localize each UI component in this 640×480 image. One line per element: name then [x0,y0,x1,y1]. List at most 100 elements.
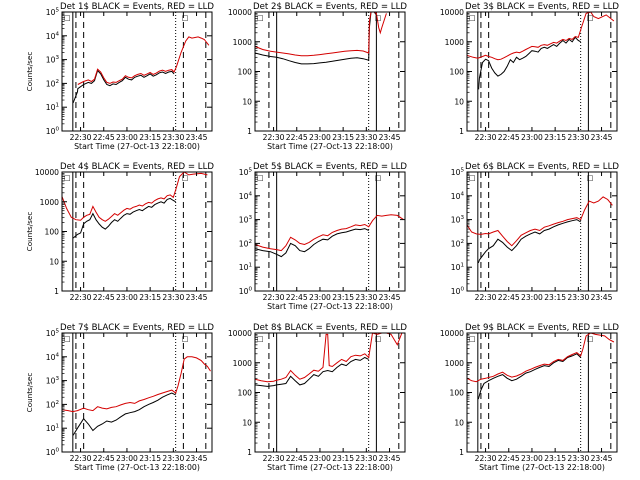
chart-title: Det 8$ BLACK = Events, RED = LLD [253,323,407,333]
chart-panel-4: Det 4$ BLACK = Events, RED = LLD□ □22:30 2… [25,162,214,302]
corner-mark: □ [375,335,382,343]
chart-title: Det 6$ BLACK = Events, RED = LLD [465,162,619,172]
plot-frame [466,11,618,132]
chart-panel-1: Det 1$ BLACK = Events, RED = LLD□ □22:30 2… [25,2,214,151]
x-tick-label: 22:45 [93,454,115,463]
x-axis-label: Start Time (27-Oct-13 22:18:00) [74,463,200,472]
series-line-lld [467,196,613,247]
chart-panel-7: Det 7$ BLACK = Events, RED = LLD□ □22:30 2… [25,323,214,472]
series-line-events [72,392,176,436]
y-tick-label: 10 [454,418,464,427]
y-tick-label: 105 [46,329,60,339]
corner-mark: □ [587,335,594,343]
corner-mark: □ [64,14,71,22]
x-tick-label: 22:30 [263,454,285,463]
y-tick-label: 1000 [233,38,252,47]
y-tick-label: 102 [239,239,252,249]
y-tick-label: 103 [451,215,465,225]
y-tick-label: 101 [46,424,60,434]
x-tick-label: 22:30 [475,293,497,302]
x-tick-label: 23:30 [567,454,589,463]
series-line-lld [255,12,387,57]
y-tick-label: 1 [247,127,252,136]
y-tick-label: 100 [46,127,60,137]
x-tick-label: 23:45 [591,293,613,302]
y-tick-label: 100 [450,68,465,77]
x-tick-label: 23:45 [591,454,613,463]
x-tick-label: 23:30 [162,133,184,142]
corner-mark: □ [469,335,476,343]
plot-frame [466,332,618,453]
y-tick-label: 103 [46,55,60,65]
corner-mark: □ [182,335,189,343]
y-axis-label: Counts/sec [25,373,34,413]
x-tick-label: 22:45 [498,133,520,142]
x-tick-label: 22:45 [286,454,308,463]
y-tick-label: 104 [451,191,465,201]
y-tick-label: 10000 [440,329,464,338]
y-tick-label: 1 [54,287,59,296]
x-tick-label: 23:30 [162,293,184,302]
x-tick-label: 22:30 [70,133,92,142]
corner-mark: □ [375,14,382,22]
y-tick-label: 1000 [445,359,464,368]
y-tick-label: 1000 [233,359,252,368]
y-tick-label: 101 [451,263,465,273]
x-tick-label: 23:45 [186,293,208,302]
y-tick-label: 105 [451,168,465,178]
chart-panel-5: Det 5$ BLACK = Events, RED = LLD□ □22:30 2… [239,162,408,311]
x-tick-label: 22:30 [263,293,285,302]
x-tick-label: 23:00 [116,133,138,142]
y-tick-label: 102 [46,79,59,89]
x-tick-label: 23:30 [567,293,589,302]
series-line-lld [77,36,210,85]
x-tick-label: 23:30 [162,454,184,463]
x-tick-label: 22:45 [498,454,520,463]
y-tick-label: 1000 [40,198,59,207]
series-line-lld [62,356,211,413]
y-tick-label: 104 [239,191,253,201]
y-tick-label: 1000 [445,38,464,47]
y-tick-label: 103 [239,215,253,225]
plot-frame [61,11,213,132]
x-tick-label: 23:00 [521,293,543,302]
x-tick-label: 23:00 [116,293,138,302]
plot-frame [61,332,213,453]
chart-panel-8: Det 8$ BLACK = Events, RED = LLD□ □22:30 2… [228,323,408,472]
x-tick-label: 23:00 [309,133,331,142]
x-tick-label: 23:30 [355,293,377,302]
plot-frame [61,171,213,292]
x-tick-label: 23:00 [521,454,543,463]
chart-panel-6: Det 6$ BLACK = Events, RED = LLD□ □22:30 2… [451,162,620,302]
y-tick-label: 102 [451,239,464,249]
y-tick-label: 104 [46,31,60,41]
series-line-lld [467,12,615,61]
x-axis-label: Start Time (27-Oct-13 22:18:00) [74,142,200,151]
series-line-events [478,36,581,90]
x-tick-label: 23:15 [332,454,354,463]
plot-frame [254,332,406,453]
y-tick-label: 1 [459,448,464,457]
y-tick-label: 10000 [228,329,252,338]
chart-title: Det 5$ BLACK = Events, RED = LLD [253,162,407,172]
x-tick-label: 23:15 [544,454,566,463]
x-axis-label: Start Time (27-Oct-13 22:18:00) [267,463,393,472]
x-tick-label: 22:30 [475,133,497,142]
series-line-events [477,219,581,264]
x-tick-label: 23:45 [186,133,208,142]
x-tick-label: 22:30 [70,454,92,463]
x-tick-label: 23:15 [139,293,161,302]
y-tick-label: 100 [451,287,465,297]
y-tick-label: 100 [239,287,253,297]
y-tick-label: 100 [46,448,60,458]
corner-mark: □ [64,335,71,343]
x-tick-label: 23:15 [139,454,161,463]
chart-title: Det 2$ BLACK = Events, RED = LLD [253,2,407,12]
x-tick-label: 23:45 [379,293,401,302]
chart-title: Det 9$ BLACK = Events, RED = LLD [465,323,619,333]
x-tick-label: 23:15 [332,133,354,142]
chart-panel-3: Det 3$ BLACK = Events, RED = LLD□ □22:30 2… [440,2,620,142]
series-line-lld [255,214,404,252]
x-tick-label: 23:00 [521,133,543,142]
